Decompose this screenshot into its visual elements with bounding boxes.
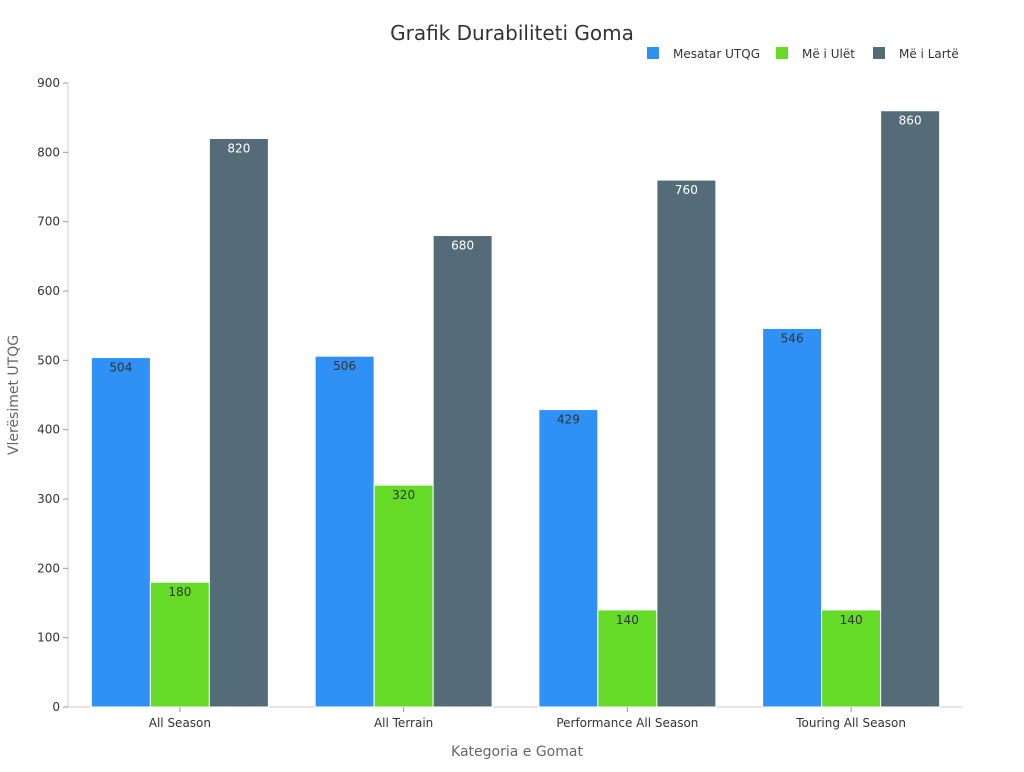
x-tick-label: All Terrain [374,716,433,730]
bar [432,235,493,708]
bar-value-label: 320 [392,488,415,502]
legend: Mesatar UTQG Më i Ulët Më i Lartë [647,47,959,61]
y-tick-label: 200 [37,561,60,575]
bar-value-label: 860 [899,114,922,128]
legend-swatch [873,47,885,59]
bar-value-label: 820 [227,141,250,155]
bar-value-label: 680 [451,239,474,253]
bar-value-label: 429 [557,413,580,427]
x-axis-label: Kategoria e Gomat [451,744,583,760]
bar-value-label: 140 [840,613,863,627]
x-tick-label: Performance All Season [556,716,698,730]
bar [149,581,210,708]
y-tick-label: 800 [37,145,60,159]
chart-title: Grafik Durabiliteti Goma [390,21,634,45]
legend-item: Më i Lartë [873,47,959,61]
plot-area: 0 100 200 300 400 500 600 700 800 900 504 180 820 All… [37,76,963,730]
y-tick-label: 0 [52,700,60,714]
legend-swatch [776,47,788,59]
legend-label: Më i Lartë [899,47,959,61]
bar [762,327,823,708]
legend-item: Më i Ulët [776,47,855,61]
y-tick-label: 700 [37,215,60,229]
bar [208,137,269,708]
y-tick-label: 400 [37,423,60,437]
bar-value-label: 504 [109,361,132,375]
bar [314,355,375,708]
bar-value-label: 140 [616,613,639,627]
legend-label: Më i Ulët [802,47,855,61]
y-tick-label: 300 [37,492,60,506]
bar [538,409,599,708]
bar-value-label: 760 [675,183,698,197]
y-tick-label: 500 [37,353,60,367]
x-tick-label: Touring All Season [795,716,906,730]
x-tick-label: All Season [149,716,211,730]
bar-value-label: 506 [333,359,356,373]
y-tick-label: 600 [37,284,60,298]
bar-value-label: 546 [781,331,804,345]
legend-label: Mesatar UTQG [673,47,760,61]
legend-swatch [647,47,659,59]
bar [880,110,941,708]
bar [90,357,151,708]
legend-item: Mesatar UTQG [647,47,760,61]
y-tick-label: 900 [37,76,60,90]
bar [656,179,717,708]
bar [373,484,434,708]
y-axis-label: Vlerësimet UTQG [6,335,22,455]
bar-value-label: 180 [168,585,191,599]
y-tick-label: 100 [37,631,60,645]
